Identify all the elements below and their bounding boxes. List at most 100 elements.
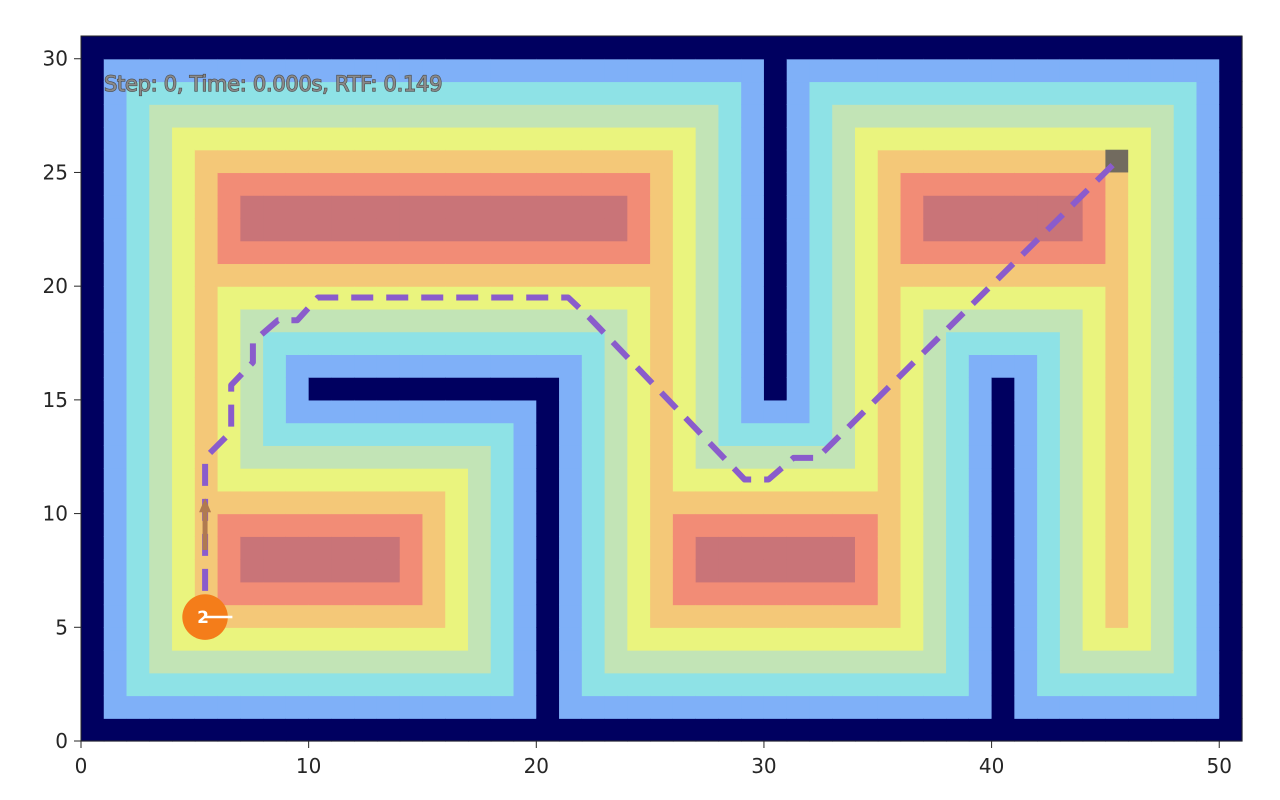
cost-cell: [240, 559, 264, 583]
cost-cell: [1150, 445, 1175, 469]
cost-cell: [1082, 58, 1107, 83]
cost-cell: [559, 422, 583, 446]
cost-cell: [718, 149, 742, 174]
cost-cell: [1059, 286, 1084, 310]
cost-cell: [741, 627, 765, 651]
cost-cell: [1173, 81, 1198, 105]
cost-cell: [650, 286, 674, 310]
cost-cell: [513, 331, 537, 355]
x-axis: 0 10 20 30 40 50: [75, 741, 1232, 778]
cost-cell: [285, 217, 310, 242]
arrow-head-icon: [199, 498, 212, 513]
wall-cell: [604, 36, 628, 60]
wall-cell: [1219, 399, 1243, 424]
cost-cell: [468, 126, 492, 151]
cost-cell: [1150, 126, 1175, 151]
cost-cell: [855, 513, 879, 537]
cost-cell: [217, 581, 241, 606]
cost-cell: [581, 240, 606, 265]
cost-cell: [468, 195, 492, 219]
cost-cell: [217, 217, 241, 242]
cost-cell: [194, 286, 219, 310]
cost-cell: [650, 126, 674, 151]
wall-cell: [991, 581, 1015, 606]
cost-cell: [1014, 672, 1038, 697]
wall-cell: [81, 559, 105, 583]
cost-cell: [855, 286, 879, 310]
cost-cell: [149, 650, 173, 674]
cost-cell: [923, 172, 947, 196]
cost-cell: [399, 513, 424, 537]
cost-cell: [968, 377, 993, 401]
wall-cell: [763, 718, 788, 742]
wall-cell: [445, 377, 469, 401]
cost-cell: [422, 240, 446, 265]
cost-cell: [308, 354, 333, 378]
cost-cell: [285, 172, 310, 196]
cost-cell: [1196, 104, 1220, 128]
wall-cell: [536, 490, 560, 515]
cost-cell: [445, 513, 469, 537]
cost-cell: [809, 286, 833, 310]
cost-cell: [855, 650, 879, 674]
cost-cell: [536, 58, 560, 83]
cost-cell: [604, 650, 628, 674]
cost-cell: [376, 58, 401, 83]
cost-cell: [559, 308, 583, 333]
cost-cell: [513, 581, 537, 606]
cost-cell: [240, 377, 264, 401]
cost-cell: [741, 422, 765, 446]
cost-cell: [1014, 58, 1038, 83]
cost-cell: [695, 354, 720, 378]
cost-cell: [718, 286, 742, 310]
cost-cell: [650, 559, 674, 583]
wall-cell: [1219, 149, 1243, 174]
cost-cell: [308, 149, 333, 174]
cost-cell: [285, 672, 310, 697]
cost-cell: [786, 104, 811, 128]
cost-cell: [718, 399, 742, 424]
cost-cell: [877, 672, 902, 697]
cost-cell: [809, 490, 833, 515]
cost-cell: [1105, 217, 1129, 242]
cost-cell: [376, 331, 401, 355]
cost-cell: [1196, 263, 1220, 287]
cost-cell: [354, 399, 378, 424]
cost-cell: [923, 58, 947, 83]
cost-cell: [354, 627, 378, 651]
cost-cell: [1037, 650, 1061, 674]
cost-cell: [923, 604, 947, 628]
cost-cell: [1150, 240, 1175, 265]
cost-cell: [923, 513, 947, 537]
cost-cell: [422, 581, 446, 606]
cost-cell: [126, 559, 150, 583]
cost-cell: [194, 263, 219, 287]
cost-cell: [877, 604, 902, 628]
cost-cell: [285, 650, 310, 674]
cost-cell: [354, 104, 378, 128]
cost-cell: [285, 490, 310, 515]
cost-cell: [1037, 536, 1061, 560]
cost-cell: [468, 240, 492, 265]
wall-cell: [1219, 672, 1243, 697]
wall-cell: [1219, 559, 1243, 583]
wall-cell: [81, 195, 105, 219]
cost-cell: [650, 240, 674, 265]
cost-cell: [946, 513, 970, 537]
cost-cell: [172, 240, 196, 265]
cost-cell: [1196, 217, 1220, 242]
wall-cell: [763, 240, 788, 265]
cost-cell: [1082, 513, 1107, 537]
cost-cell: [513, 263, 537, 287]
cost-cell: [741, 536, 765, 560]
cost-cell: [1037, 149, 1061, 174]
cost-cell: [809, 217, 833, 242]
cost-cell: [126, 399, 150, 424]
wall-cell: [240, 718, 264, 742]
cost-cell: [399, 559, 424, 583]
cost-cell: [672, 263, 697, 287]
wall-cell: [422, 718, 446, 742]
cost-cell: [172, 172, 196, 196]
cost-cell: [786, 172, 811, 196]
cost-cell: [240, 126, 264, 151]
